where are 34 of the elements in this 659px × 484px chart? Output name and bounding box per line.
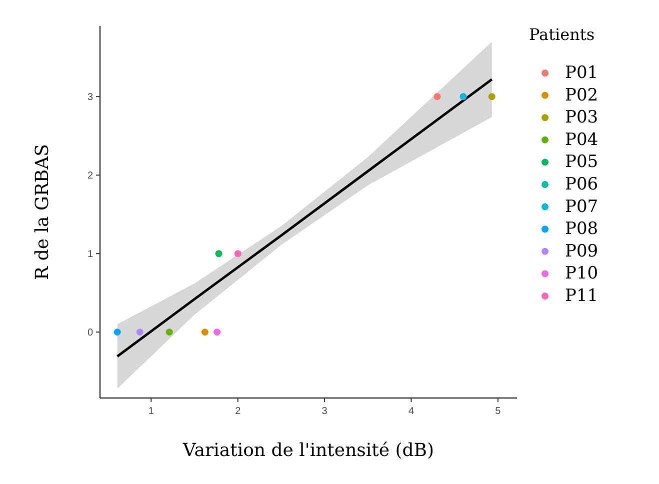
point [460, 93, 467, 100]
legend-label: P06 [565, 174, 598, 194]
x-tick-label: 4 [408, 406, 414, 417]
point [136, 328, 144, 336]
legend-label: P05 [565, 152, 598, 172]
x-tick-label: 3 [322, 406, 328, 417]
point [166, 328, 173, 336]
y-tick-label: 1 [87, 249, 94, 260]
y-tick-label: 2 [87, 170, 94, 182]
y-tick-label: 3 [87, 92, 94, 104]
x-tick-label: 1 [148, 406, 154, 417]
x-tick-label: 2 [235, 406, 242, 417]
legend-label: P08 [565, 219, 598, 240]
line-series [116, 78, 494, 358]
x-axis-title: Variation de l'intensité (dB) [182, 440, 434, 461]
y-tick-label: 0 [87, 328, 94, 339]
legend-label: P03 [565, 108, 598, 128]
legend-label: P07 [565, 196, 598, 217]
legend-label: P11 [565, 286, 598, 306]
legend-title: Patients [529, 25, 595, 44]
point [234, 250, 242, 258]
point [488, 93, 496, 100]
point [201, 328, 208, 336]
legend-label: P02 [565, 85, 598, 106]
point [434, 93, 441, 100]
legend-label: P04 [565, 130, 598, 150]
y-axis-title: R de la GRBAS [32, 144, 53, 280]
point [114, 328, 121, 336]
point [215, 250, 222, 258]
legend-label: P10 [565, 264, 598, 284]
legend-label: P01 [565, 63, 598, 83]
point [214, 328, 221, 336]
legend-label: P09 [565, 241, 598, 262]
x-tick-label: 5 [495, 406, 502, 417]
